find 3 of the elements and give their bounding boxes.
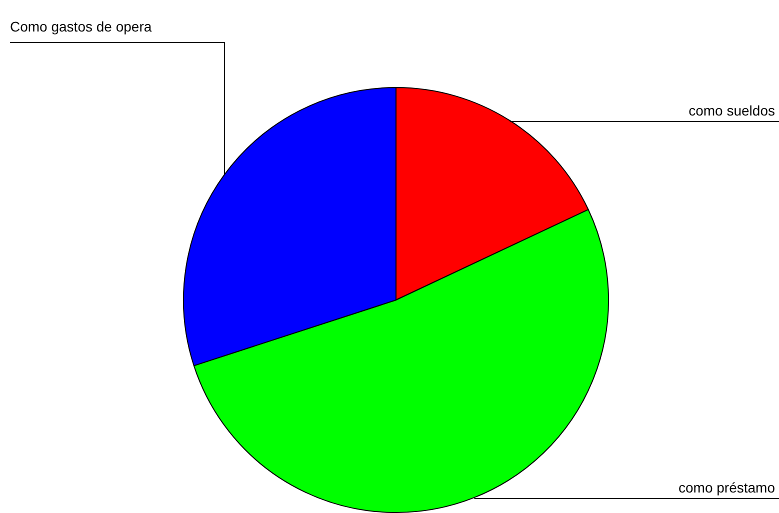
slice-label: como sueldos — [688, 102, 775, 118]
slice-label: Como gastos de opera — [10, 18, 152, 34]
slice-label: como préstamo — [678, 479, 776, 496]
